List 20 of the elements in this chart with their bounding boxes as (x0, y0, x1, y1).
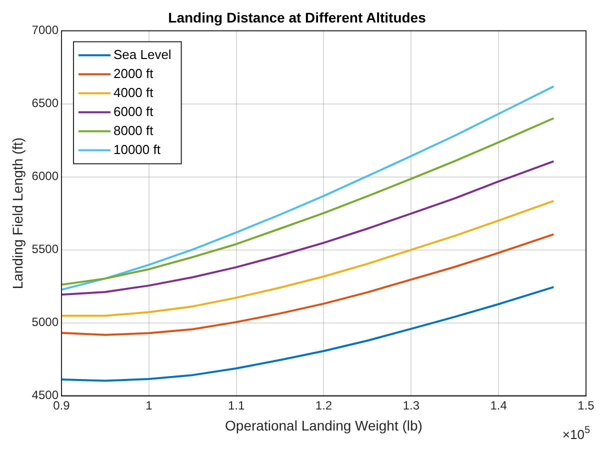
x-tick-label: 1.3 (402, 398, 420, 412)
y-tick-label: 5000 (32, 315, 59, 330)
chart-title: Landing Distance at Different Altitudes (168, 9, 426, 26)
y-tick-label: 5500 (32, 242, 59, 256)
y-tick-label: 7000 (32, 23, 59, 38)
legend-label: Sea Level (113, 46, 172, 62)
x-tick-label: 1.1 (228, 398, 245, 412)
legend-label: 4000 ft (113, 84, 154, 100)
x-axis-title: Operational Landing Weight (lb) (225, 417, 422, 434)
x-tick-label: 1.5 (578, 398, 595, 412)
x-tick-label: 1.4 (490, 398, 508, 412)
legend-label: 8000 ft (113, 122, 154, 138)
legend-label: 2000 ft (113, 66, 154, 81)
x-tick-label: 1 (146, 398, 153, 412)
y-axis-title: Landing Field Length (ft) (9, 137, 26, 290)
y-tick-label: 6500 (32, 96, 59, 110)
legend-label: 10000 ft (113, 142, 161, 157)
x-tick-label: 1.2 (315, 398, 332, 412)
y-tick-label: 6000 (32, 169, 59, 184)
legend-label: 6000 ft (113, 104, 154, 119)
